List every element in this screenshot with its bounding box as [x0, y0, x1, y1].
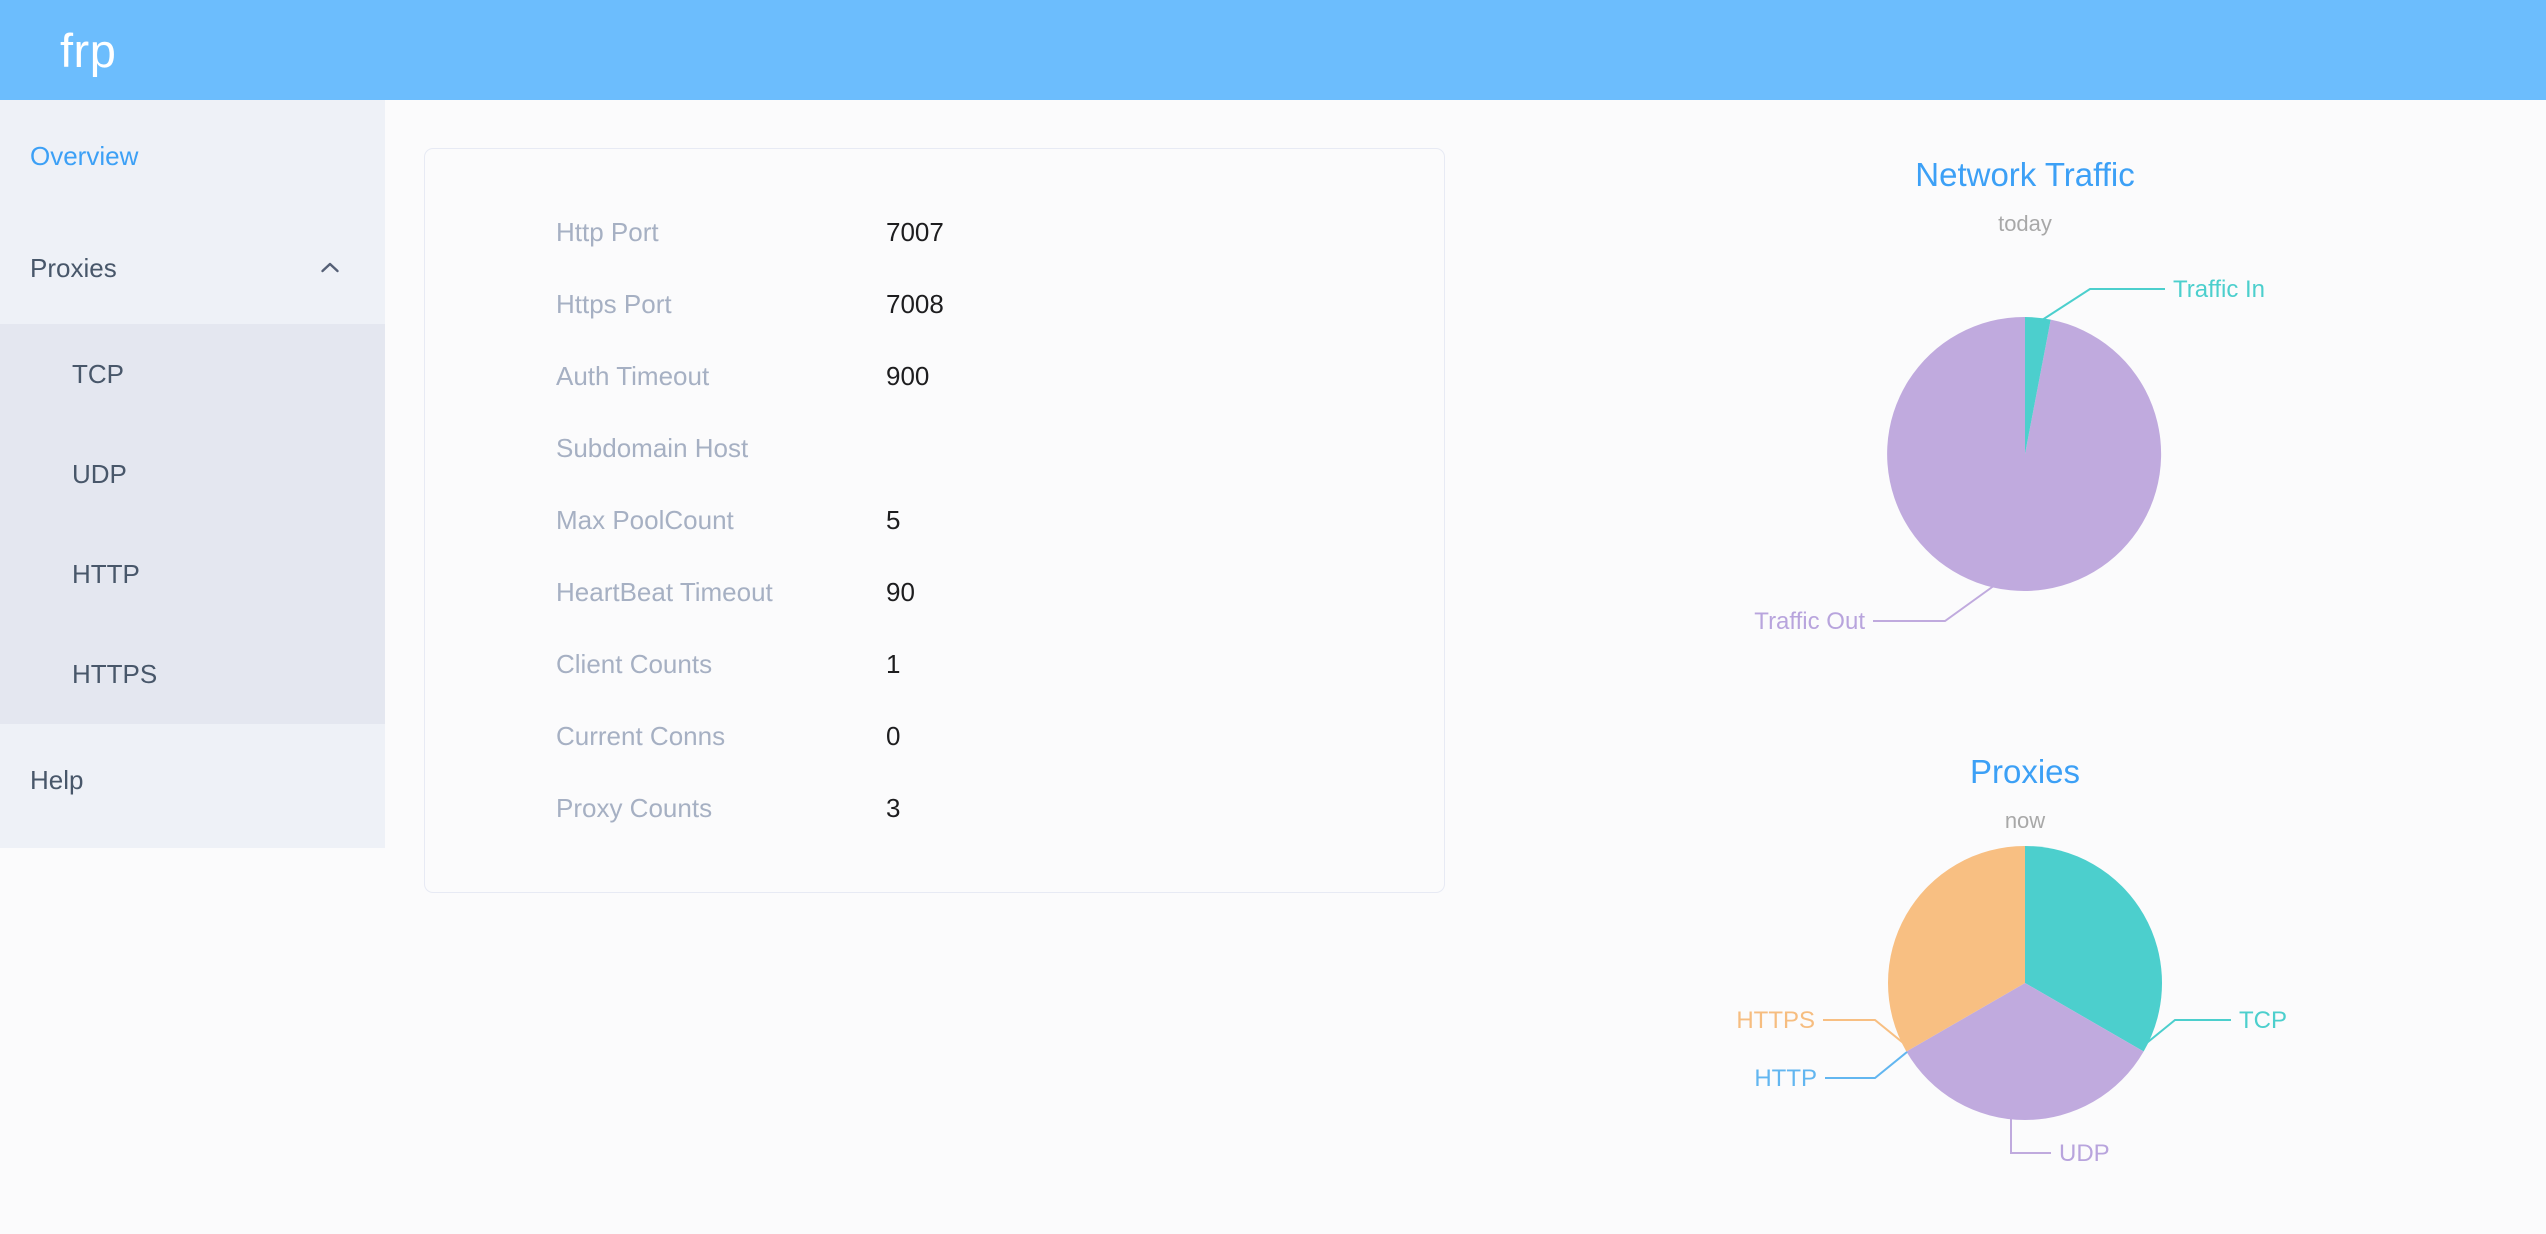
info-row: HeartBeat Timeout 90	[425, 579, 1444, 651]
server-info-card: Http Port 7007 Https Port 7008 Auth Time…	[424, 148, 1445, 893]
sidebar-item-http[interactable]: HTTP	[0, 524, 385, 624]
sidebar-item-help[interactable]: Help	[0, 724, 385, 836]
info-row: Subdomain Host	[425, 435, 1444, 507]
sidebar-item-http-label: HTTP	[72, 558, 140, 589]
info-value-proxy-counts: 3	[886, 793, 901, 823]
info-label-max-poolcount: Max PoolCount	[556, 505, 734, 535]
info-value-current-conns: 0	[886, 721, 901, 751]
traffic-in-label: Traffic In	[2173, 276, 2265, 303]
info-value-http-port: 7007	[886, 217, 944, 247]
traffic-out-label: Traffic Out	[1754, 608, 1865, 635]
https-leader-line	[1823, 1019, 1908, 1047]
pie-slice-traffic-out[interactable]	[1887, 316, 2162, 591]
https-label: HTTPS	[1736, 1007, 1815, 1034]
info-label-heartbeat-timeout: HeartBeat Timeout	[556, 577, 773, 607]
sidebar-item-https-label: HTTPS	[72, 658, 158, 689]
info-row: Max PoolCount 5	[425, 507, 1444, 579]
info-value-heartbeat-timeout: 90	[886, 577, 915, 607]
info-row: Auth Timeout 900	[425, 363, 1444, 435]
proxies-title: Proxies	[1969, 753, 2081, 790]
sidebar-item-tcp[interactable]: TCP	[0, 324, 385, 424]
charts-column: Network Traffic today Traffic In Traffic…	[1575, 100, 2475, 1234]
sidebar-help-section: Help	[0, 724, 385, 836]
pie-slice-traffic-in[interactable]	[2025, 317, 2051, 454]
info-row: Client Counts 1	[425, 651, 1444, 723]
network-traffic-pie-svg[interactable]: Traffic In Traffic Out	[1695, 249, 2355, 635]
info-value-max-poolcount: 5	[886, 505, 901, 535]
info-row: Https Port 7008	[425, 291, 1444, 363]
info-value-https-port: 7008	[886, 289, 944, 319]
proxies-subtitle: now	[2004, 808, 2046, 833]
http-label: HTTP	[1754, 1065, 1817, 1092]
traffic-in-leader-line	[2038, 288, 2165, 323]
info-value-client-counts: 1	[886, 649, 901, 679]
info-label-proxy-counts: Proxy Counts	[556, 793, 713, 823]
udp-label: UDP	[2059, 1140, 2110, 1167]
main-content: Http Port 7007 Https Port 7008 Auth Time…	[385, 100, 2546, 1234]
info-label-subdomain-host: Subdomain Host	[556, 433, 749, 463]
info-row: Http Port 7007	[425, 219, 1444, 291]
server-info-list: Http Port 7007 Https Port 7008 Auth Time…	[425, 219, 1444, 867]
pie-slice-https[interactable]	[1887, 846, 2025, 1052]
traffic-out-leader-line	[1873, 584, 1996, 622]
http-leader-line	[1825, 1051, 1908, 1079]
info-row: Current Conns 0	[425, 723, 1444, 795]
network-traffic-chart: Network Traffic today Traffic In Traffic…	[1575, 100, 2475, 635]
sidebar-group-proxies-label: Proxies	[30, 252, 117, 283]
tcp-label: TCP	[2239, 1007, 2287, 1034]
pie-slice-tcp[interactable]	[2025, 846, 2163, 1052]
network-traffic-title: Network Traffic	[1915, 156, 2135, 193]
info-label-current-conns: Current Conns	[556, 721, 726, 751]
info-label-https-port: Https Port	[556, 289, 672, 319]
proxies-pie-svg[interactable]: TCP HTTPS HTTP UDP	[1695, 846, 2355, 1176]
chevron-up-icon[interactable]	[317, 255, 343, 281]
tcp-leader-line	[2142, 1019, 2231, 1047]
sidebar-item-overview[interactable]: Overview	[0, 100, 385, 212]
sidebar-item-overview-label: Overview	[30, 140, 139, 171]
info-row: Proxy Counts 3	[425, 795, 1444, 867]
info-label-client-counts: Client Counts	[556, 649, 713, 679]
info-label-auth-timeout: Auth Timeout	[556, 361, 710, 391]
pie-slice-udp[interactable]	[1906, 983, 2144, 1121]
sidebar-item-udp[interactable]: UDP	[0, 424, 385, 524]
sidebar-item-tcp-label: TCP	[72, 358, 124, 389]
proxies-chart: Proxies now TCP HTTPS	[1575, 579, 2475, 1176]
sidebar-item-udp-label: UDP	[72, 458, 127, 489]
sidebar-item-help-label: Help	[30, 764, 84, 795]
app-header: frp	[0, 0, 2546, 100]
sidebar-group-proxies[interactable]: Proxies	[0, 212, 385, 324]
info-label-http-port: Http Port	[556, 217, 659, 247]
app-logo: frp	[60, 23, 117, 77]
network-traffic-subtitle: today	[1998, 211, 2052, 236]
udp-leader-line	[2010, 1119, 2051, 1154]
sidebar: Overview Proxies TCP UDP HTTP HTTPS Help	[0, 100, 385, 848]
sidebar-item-https[interactable]: HTTPS	[0, 624, 385, 724]
sidebar-submenu-proxies: TCP UDP HTTP HTTPS	[0, 324, 385, 724]
info-value-auth-timeout: 900	[886, 361, 930, 391]
